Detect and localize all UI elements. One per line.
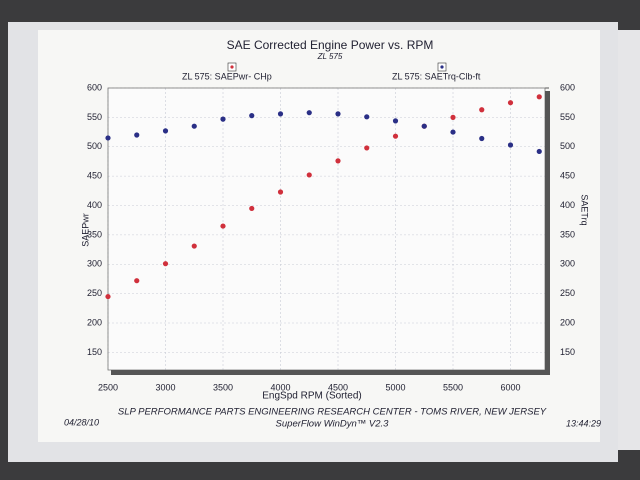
x-tick-label: 4500 xyxy=(328,382,348,392)
footer-date: 04/28/10 xyxy=(64,417,99,427)
data-point xyxy=(306,172,312,178)
data-point xyxy=(507,142,514,148)
data-point xyxy=(191,123,197,129)
data-point xyxy=(191,243,197,249)
data-point xyxy=(134,278,140,284)
data-point xyxy=(450,114,456,120)
data-point xyxy=(220,116,226,122)
data-point xyxy=(364,145,370,151)
data-point xyxy=(105,135,111,141)
y-axis-label: SAEPwr xyxy=(80,213,90,247)
data-point xyxy=(335,158,341,164)
data-point xyxy=(220,223,226,229)
x-tick-label: 5500 xyxy=(443,382,463,392)
y2-tick-label: 300 xyxy=(560,259,575,269)
data-point xyxy=(364,114,370,120)
x-tick-label: 4000 xyxy=(270,382,290,392)
y2-tick-label: 550 xyxy=(560,112,575,122)
y-tick-label: 500 xyxy=(87,141,102,151)
data-point xyxy=(162,128,169,134)
data-point xyxy=(507,100,514,106)
y2-tick-label: 350 xyxy=(560,229,575,239)
y-tick-label: 250 xyxy=(87,288,102,298)
y-tick-label: 400 xyxy=(87,200,102,210)
legend-marker xyxy=(230,65,234,69)
y2-tick-label: 250 xyxy=(560,288,575,298)
data-point xyxy=(450,129,456,135)
data-point xyxy=(479,135,485,142)
chart-title: SAE Corrected Engine Power vs. RPM xyxy=(227,38,434,52)
data-point xyxy=(105,293,111,300)
y2-tick-label: 150 xyxy=(560,347,575,357)
data-point xyxy=(277,189,284,195)
x-tick-label: 6000 xyxy=(500,382,520,392)
y2-tick-label: 400 xyxy=(560,200,575,210)
y-tick-label: 550 xyxy=(87,112,102,122)
plot-shadow-bottom xyxy=(111,370,550,375)
data-point xyxy=(335,111,341,117)
y-tick-label: 200 xyxy=(87,317,102,327)
legend-label: ZL 575: SAETrq-Clb-ft xyxy=(392,71,481,81)
y2-tick-label: 450 xyxy=(560,171,575,181)
y-tick-label: 150 xyxy=(87,347,102,357)
x-tick-label: 5000 xyxy=(385,382,405,392)
legend-marker xyxy=(440,65,444,69)
x-tick-label: 3500 xyxy=(213,382,233,392)
y-tick-label: 350 xyxy=(87,229,102,239)
x-tick-label: 3000 xyxy=(155,382,175,392)
x-axis-label: EngSpd RPM (Sorted) xyxy=(262,391,362,402)
data-point xyxy=(306,110,312,116)
data-point xyxy=(536,148,542,155)
x-tick-label: 2500 xyxy=(98,382,118,392)
data-point xyxy=(421,123,427,129)
data-point xyxy=(249,205,255,212)
plot-area xyxy=(108,88,545,370)
data-point xyxy=(392,118,399,124)
data-point xyxy=(162,261,169,267)
data-point xyxy=(479,107,485,113)
data-point xyxy=(536,94,542,100)
footer-software: SuperFlow WinDyn™ V2.3 xyxy=(276,419,390,430)
y2-tick-label: 500 xyxy=(560,141,575,151)
y-tick-label: 600 xyxy=(87,82,102,92)
data-point xyxy=(277,111,284,117)
footer-lab: SLP PERFORMANCE PARTS ENGINEERING RESEAR… xyxy=(118,407,547,418)
y-tick-label: 300 xyxy=(87,259,102,269)
data-point xyxy=(392,133,399,139)
y2-tick-label: 200 xyxy=(560,317,575,327)
y-tick-label: 450 xyxy=(87,171,102,181)
chart-subtitle: ZL 575 xyxy=(317,52,343,61)
footer-time: 13:44:29 xyxy=(566,418,601,428)
legend-label: ZL 575: SAEPwr- CHp xyxy=(182,71,272,81)
y2-axis-label: SAETrq xyxy=(580,194,590,225)
y2-tick-label: 600 xyxy=(560,82,575,92)
plot-shadow-right xyxy=(545,91,550,373)
data-point xyxy=(249,113,255,119)
data-point xyxy=(134,132,140,138)
